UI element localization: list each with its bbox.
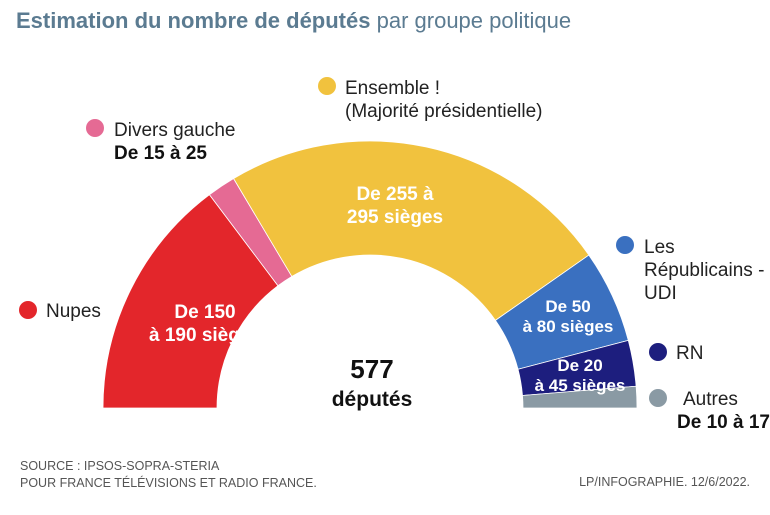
- arc-nupes: [102, 194, 279, 409]
- center-count: 577: [350, 354, 393, 384]
- legend-dot-les-republicains-udi: [616, 236, 634, 254]
- legend-dot-nupes: [19, 301, 37, 319]
- chart-title: Estimation du nombre de députés par grou…: [16, 8, 571, 34]
- arc-label-les-republicains-udi: De 50 à 80 sièges: [523, 297, 614, 336]
- legend-label-les-republicains-udi: Les Républicains -UDI: [644, 237, 764, 304]
- legend-value-autres: De 10 à 17: [677, 412, 770, 433]
- chart-title-bold: Estimation du nombre de députés: [16, 8, 371, 33]
- credit-note: LP/INFOGRAPHIE. 12/6/2022.: [579, 475, 750, 489]
- legend-dot-divers-gauche: [86, 119, 104, 137]
- legend-dot-autres: [649, 389, 667, 407]
- source-line-2: POUR FRANCE TÉLÉVISIONS ET RADIO FRANCE.: [20, 476, 317, 490]
- hemicycle-labels: De 150 à 190 sièges De 255 à 295 sièges De 5…: [149, 184, 625, 395]
- arc-ensemble: [233, 140, 590, 321]
- hemicycle-arcs: [102, 140, 638, 409]
- legend-label-autres: Autres: [683, 389, 738, 410]
- legend-label-nupes: Nupes: [46, 301, 101, 322]
- arc-label-nupes: De 150 à 190 sièges: [149, 302, 261, 346]
- legend-dot-ensemble: [318, 77, 336, 95]
- legend-value-divers-gauche: De 15 à 25: [114, 143, 207, 164]
- source-note: SOURCE : IPSOS-SOPRA-STERIA POUR FRANCE …: [20, 458, 317, 492]
- legend-label-divers-gauche: Divers gauche: [114, 120, 235, 141]
- arc-label-rn: De 20 à 45 sièges: [535, 356, 626, 395]
- source-line-1: SOURCE : IPSOS-SOPRA-STERIA: [20, 459, 220, 473]
- arc-label-ensemble: De 255 à 295 sièges: [347, 184, 443, 228]
- legend-label-ensemble: Ensemble ! (Majorité présidentielle): [345, 78, 542, 122]
- chart-title-rest: par groupe politique: [376, 8, 572, 33]
- legend-label-rn: RN: [676, 343, 703, 364]
- arc-autres: [522, 385, 638, 409]
- center-label: députés: [332, 388, 413, 411]
- legend-dot-rn: [649, 343, 667, 361]
